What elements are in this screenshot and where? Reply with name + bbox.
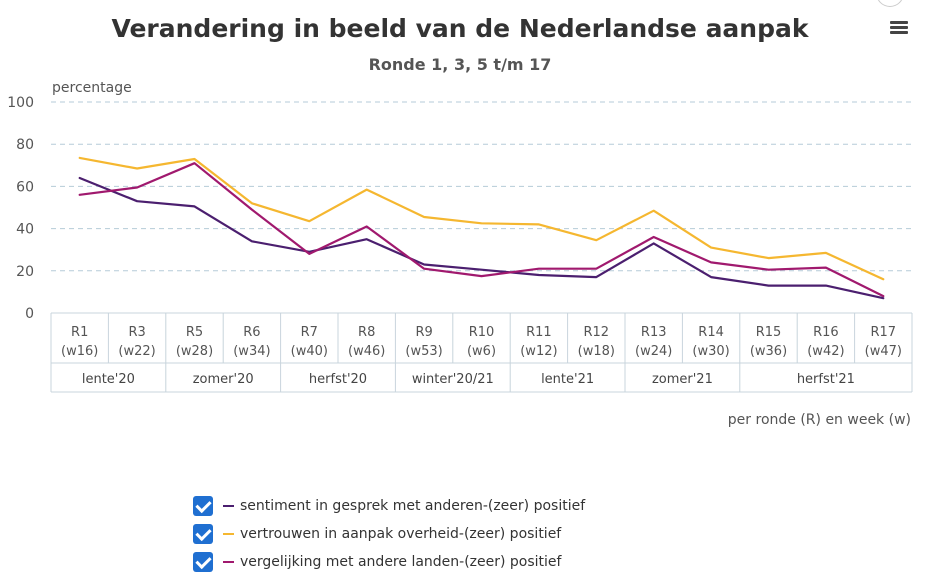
season-label: lente'21 [541, 372, 594, 387]
grid [51, 101, 912, 314]
y-tick-label: 100 [7, 95, 34, 111]
season-label: zomer'20 [193, 372, 254, 387]
x-tick-label: (w12) [520, 344, 557, 359]
x-tick-label: R16 [813, 325, 839, 340]
checkbox-checked-icon[interactable] [193, 524, 213, 544]
checkbox-checked-icon[interactable] [193, 552, 213, 572]
legend-label: sentiment in gesprek met anderen-(zeer) … [240, 498, 586, 514]
x-tick-label: R6 [243, 325, 260, 340]
x-tick-label: (w22) [118, 344, 155, 359]
x-tick-label: (w16) [61, 344, 98, 359]
series-lines [78, 156, 885, 300]
x-tick-label: (w18) [578, 344, 615, 359]
x-tick-label: (w30) [692, 344, 729, 359]
x-tick-label: R12 [584, 325, 610, 340]
x-tick-label: R10 [469, 325, 495, 340]
season-label: herfst'20 [309, 372, 367, 387]
chart-title: Verandering in beeld van de Nederlandse … [111, 14, 809, 43]
series-line-2 [78, 156, 885, 281]
legend-swatch [223, 561, 234, 563]
legend-item-vertrouwen[interactable]: vertrouwen in aanpak overheid-(zeer) pos… [193, 520, 585, 548]
x-tick-label: (w24) [635, 344, 672, 359]
chart-menu-button[interactable] [880, 6, 918, 44]
x-tick-label: R5 [186, 325, 203, 340]
x-tick-label: (w6) [467, 344, 496, 359]
checkbox-checked-icon[interactable] [193, 496, 213, 516]
y-axis: 0 20 40 60 80 100 [7, 95, 34, 322]
series-line-3 [78, 162, 885, 298]
x-tick-label: R15 [756, 325, 782, 340]
x-tick-label: R1 [71, 325, 88, 340]
x-tick-label: (w34) [233, 344, 270, 359]
chart-subtitle: Ronde 1, 3, 5 t/m 17 [369, 55, 552, 74]
x-tick-label: (w42) [807, 344, 844, 359]
x-tick-label: R7 [301, 325, 318, 340]
x-tick-label: (w28) [176, 344, 213, 359]
y-tick-label: 60 [16, 179, 34, 195]
legend-item-sentiment[interactable]: sentiment in gesprek met anderen-(zeer) … [193, 492, 585, 520]
x-tick-label: (w46) [348, 344, 385, 359]
y-tick-label: 20 [16, 264, 34, 280]
y-tick-label: 40 [16, 222, 34, 238]
x-tick-label: (w36) [750, 344, 787, 359]
x-tick-label: (w53) [405, 344, 442, 359]
series-line-1 [78, 176, 885, 300]
legend-label: vergelijking met andere landen-(zeer) po… [240, 554, 562, 570]
x-tick-label: R13 [641, 325, 667, 340]
season-label: herfst'21 [797, 372, 855, 387]
hamburger-menu-icon [890, 21, 908, 24]
legend-item-vergelijking[interactable]: vergelijking met andere landen-(zeer) po… [193, 548, 585, 576]
y-axis-label: percentage [52, 80, 132, 96]
legend-label: vertrouwen in aanpak overheid-(zeer) pos… [240, 526, 562, 542]
legend-swatch [223, 505, 234, 507]
x-tick-label: R17 [871, 325, 897, 340]
x-tick-label: (w47) [865, 344, 902, 359]
x-axis-label: per ronde (R) en week (w) [728, 412, 911, 428]
x-tick-label: R8 [358, 325, 375, 340]
x-tick-label: R9 [415, 325, 432, 340]
x-tick-label: R3 [128, 325, 145, 340]
season-label: lente'20 [82, 372, 135, 387]
legend: sentiment in gesprek met anderen-(zeer) … [193, 492, 585, 576]
season-label: winter'20/21 [412, 372, 494, 387]
x-tick-label: R14 [698, 325, 724, 340]
x-tick-label: (w40) [291, 344, 328, 359]
legend-swatch [223, 533, 234, 535]
x-tick-label: R11 [526, 325, 552, 340]
y-tick-label: 0 [25, 306, 34, 322]
season-label: zomer'21 [652, 372, 713, 387]
x-axis: R1 (w16) R3 (w22) R5 (w28) R6 (w34) R7 (w40) R8 (w4… [50, 312, 913, 393]
y-tick-label: 80 [16, 137, 34, 153]
